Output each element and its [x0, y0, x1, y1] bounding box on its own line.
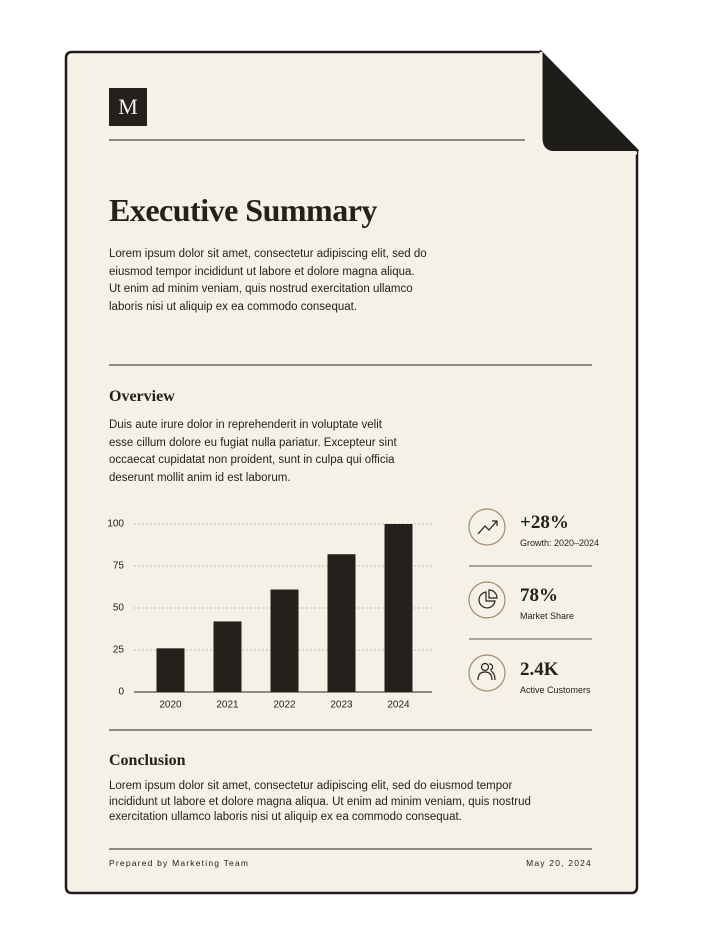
- y-tick-label: 100: [107, 519, 124, 530]
- icon-ring: [468, 581, 506, 619]
- intro: Lorem ipsum dolor sit amet, consectetur …: [109, 248, 427, 313]
- bar: [270, 589, 299, 692]
- x-tick-label: 2022: [273, 700, 296, 711]
- footer-left: Prepared by Marketing Team: [109, 858, 250, 868]
- fold-edge: [539, 52, 637, 155]
- y-tick-label: 25: [113, 645, 125, 656]
- users-icon: [480, 662, 490, 672]
- users-icon: [477, 663, 496, 681]
- y-tick-label: 75: [113, 561, 125, 572]
- icons: [468, 508, 506, 692]
- title: Executive Summary: [109, 192, 377, 228]
- stat-value: +28%: [520, 512, 569, 533]
- x-tick-label: 2021: [216, 700, 239, 711]
- bar: [327, 554, 356, 692]
- stat-label: Growth: 2020–2024: [520, 538, 600, 548]
- pie-icon: [478, 589, 498, 609]
- paragraph: Duis aute irure dolor in reprehenderit i…: [109, 419, 397, 484]
- trend-icon: [477, 520, 498, 535]
- logo-box: [109, 88, 147, 126]
- stat-label: Active Customers: [520, 685, 591, 695]
- x-tick-label: 2020: [159, 700, 182, 711]
- stat-value: 2.4K: [520, 659, 559, 680]
- footer-right: May 20, 2024: [526, 858, 592, 868]
- y-tick-label: 0: [118, 687, 124, 698]
- section-heading: Overview: [109, 388, 175, 405]
- icon-ring: [468, 654, 506, 692]
- fold: [540, 49, 640, 151]
- bar: [213, 621, 242, 692]
- bar: [384, 524, 413, 692]
- bar: [156, 648, 185, 692]
- icon-ring: [468, 508, 506, 546]
- x-tick-label: 2023: [330, 700, 353, 711]
- logo: M: [118, 94, 138, 119]
- stat-label: Market Share: [520, 611, 575, 621]
- y-tick-label: 50: [113, 603, 125, 614]
- section-heading: Conclusion: [109, 752, 186, 769]
- x-tick-label: 2024: [387, 700, 410, 711]
- stat-value: 78%: [520, 585, 558, 606]
- sheet: [64, 50, 639, 895]
- paragraph: Lorem ipsum dolor sit amet, consectetur …: [109, 780, 531, 823]
